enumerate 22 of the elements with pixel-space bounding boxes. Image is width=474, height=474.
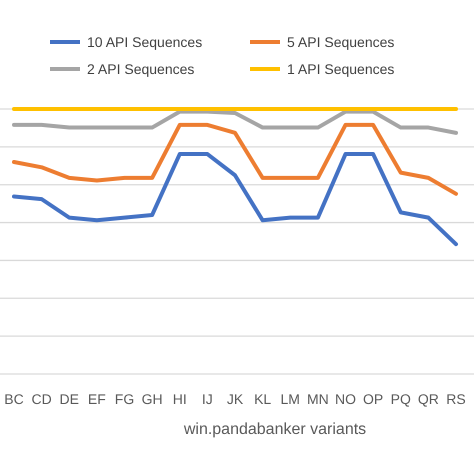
legend-label: 10 API Sequences (87, 34, 202, 50)
x-tick-label: CD (32, 391, 52, 407)
x-tick-label: JK (226, 391, 244, 407)
x-tick-label: KL (254, 391, 272, 407)
legend-label: 1 API Sequences (287, 61, 394, 77)
x-axis-title: win.pandabanker variants (182, 421, 366, 438)
x-tick-label: DE (60, 391, 79, 407)
legend-label: 2 API Sequences (87, 61, 194, 77)
x-tick-label: IJ (202, 391, 213, 407)
x-tick-label: BC (4, 391, 24, 407)
x-tick-label: EF (88, 391, 106, 407)
x-tick-label: GH (142, 391, 163, 407)
x-tick-label: LM (280, 391, 300, 407)
x-tick-label: NO (335, 391, 356, 407)
x-tick-label: RS (446, 391, 466, 407)
legend-label: 5 API Sequences (287, 34, 394, 50)
x-tick-label: FG (114, 391, 134, 407)
x-tick-label: HI (172, 391, 187, 407)
x-tick-label: MN (306, 391, 329, 407)
x-tick-label: PQ (390, 391, 411, 407)
x-tick-label: QR (418, 391, 439, 407)
x-tick-label: OP (363, 391, 384, 407)
